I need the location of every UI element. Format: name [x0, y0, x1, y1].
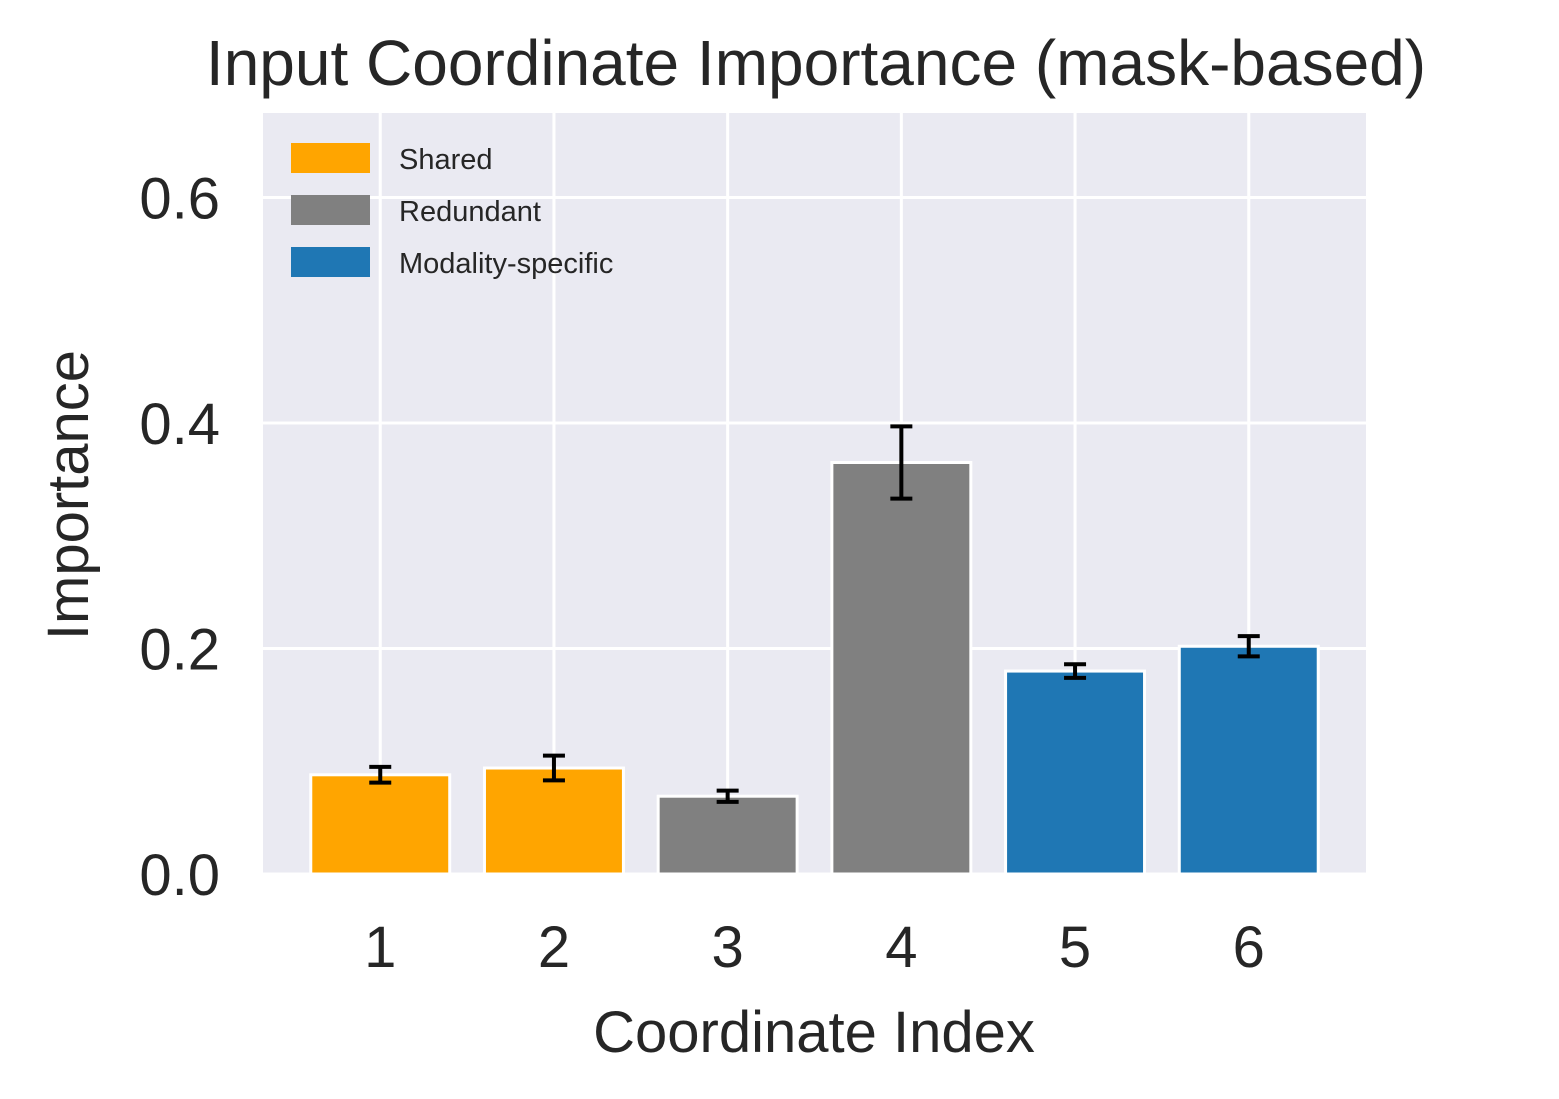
x-axis-label: Coordinate Index: [593, 1000, 1035, 1065]
x-tick-label: 4: [885, 915, 917, 980]
bar-4: [830, 460, 973, 876]
y-tick-labels: 0.0 0.2 0.4 0.6: [139, 167, 220, 908]
y-tick-label: 0.2: [139, 618, 220, 683]
legend-swatch: [291, 247, 370, 277]
y-tick-label: 0.4: [139, 392, 220, 457]
bar-3: [656, 794, 799, 876]
error-bar-3: [716, 788, 739, 804]
x-tick-label: 5: [1059, 915, 1091, 980]
x-tick-label: 6: [1233, 915, 1265, 980]
error-bar-5: [1064, 662, 1087, 680]
legend-swatch: [291, 195, 370, 225]
bar-1: [309, 773, 452, 876]
error-bar-6: [1237, 634, 1260, 659]
error-bar-2: [542, 753, 565, 783]
x-tick-label: 2: [538, 915, 570, 980]
y-tick-label: 0.6: [139, 167, 220, 232]
legend-entry: Shared: [291, 143, 493, 176]
legend-swatch: [291, 143, 370, 173]
x-tick-labels: 1 2 3 4 5 6: [364, 915, 1265, 980]
legend-label: Redundant: [399, 196, 541, 228]
bar-5: [1004, 669, 1147, 876]
legend-label: Shared: [399, 144, 493, 176]
y-axis-label: Importance: [36, 350, 101, 640]
bar-6: [1177, 644, 1320, 876]
error-bar-4: [890, 424, 913, 501]
error-bars: [369, 424, 1260, 804]
y-tick-label: 0.0: [139, 843, 220, 908]
legend-label: Modality-specific: [399, 248, 613, 280]
legend-entry: Modality-specific: [291, 247, 613, 280]
legend: Shared Redundant Modality-specific: [291, 143, 613, 280]
bar-2: [482, 766, 625, 876]
legend-entry: Redundant: [291, 195, 541, 228]
x-tick-label: 1: [364, 915, 396, 980]
x-tick-label: 3: [712, 915, 744, 980]
bars: [309, 460, 1320, 876]
error-bar-1: [369, 764, 392, 785]
chart-title: Input Coordinate Importance (mask-based): [206, 27, 1426, 99]
